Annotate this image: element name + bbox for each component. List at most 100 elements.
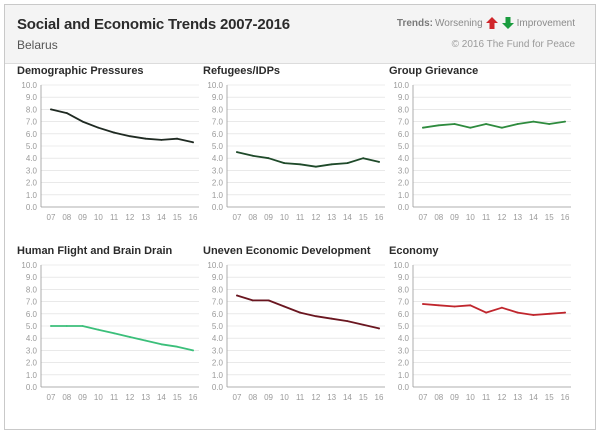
y-tick-label: 6.0 [212, 310, 224, 319]
y-tick-label: 0.0 [398, 383, 410, 392]
x-tick-label: 16 [375, 213, 384, 222]
chart-title: Human Flight and Brain Drain [17, 245, 173, 257]
data-point [453, 123, 456, 125]
down-arrow-icon [501, 17, 514, 29]
y-tick-label: 3.0 [398, 166, 410, 175]
y-tick-label: 4.0 [398, 154, 410, 163]
x-tick-label: 14 [343, 393, 352, 402]
x-tick-label: 15 [545, 393, 554, 402]
legend-improvement-label: Improvement [516, 17, 575, 29]
data-point [500, 126, 503, 129]
trend-legend: Trends: Worsening Improvement [397, 16, 575, 30]
x-tick-label: 10 [94, 213, 103, 222]
y-tick-label: 5.0 [398, 142, 410, 151]
data-point [267, 157, 270, 160]
y-tick-label: 8.0 [398, 285, 410, 294]
y-tick-label: 2.0 [398, 359, 410, 368]
x-tick-label: 09 [264, 393, 273, 402]
data-point [378, 327, 380, 330]
y-tick-label: 8.0 [26, 105, 38, 114]
x-tick-label: 11 [482, 393, 491, 402]
x-tick-label: 14 [157, 393, 166, 402]
x-tick-label: 09 [450, 213, 459, 222]
data-point [113, 131, 116, 134]
series-line [50, 108, 194, 144]
x-tick-label: 08 [62, 393, 71, 402]
x-tick-label: 09 [78, 393, 87, 402]
data-point [128, 135, 131, 138]
y-tick-label: 0.0 [212, 203, 224, 212]
y-tick-label: 6.0 [212, 130, 224, 139]
chart-panel-human-flight: Human Flight and Brain Drain 0.0 1.0 2.0 3.… [17, 245, 205, 410]
y-tick-label: 4.0 [26, 334, 38, 343]
y-tick-label: 8.0 [212, 105, 224, 114]
data-point [516, 311, 519, 314]
data-point [422, 303, 424, 305]
y-tick-label: 9.0 [212, 273, 224, 282]
y-tick-label: 7.0 [26, 118, 38, 127]
chart-panel-uneven-economic-development: Uneven Economic Development 0.0 1.0 2.0 3.0… [203, 245, 391, 410]
chart-plot: 0.0 1.0 2.0 3.0 4.0 5.0 6.0 7.0 8.0 9.0 10.0 07 08 09… [21, 261, 199, 402]
data-point [548, 123, 551, 125]
y-tick-label: 2.0 [26, 359, 38, 368]
x-tick-label: 09 [264, 213, 273, 222]
x-tick-label: 13 [513, 393, 522, 402]
data-point [422, 126, 424, 129]
x-tick-label: 10 [94, 393, 103, 402]
data-point [192, 141, 194, 144]
x-tick-label: 15 [359, 393, 368, 402]
y-tick-label: 7.0 [212, 298, 224, 307]
data-point [314, 165, 317, 168]
x-tick-label: 10 [466, 393, 475, 402]
x-tick-label: 07 [47, 393, 56, 402]
chart-title: Economy [389, 245, 439, 257]
y-tick-label: 4.0 [398, 334, 410, 343]
chart-panel-group-grievance: Group Grievance 0.0 1.0 2.0 3.0 4.0 5.0 6.0 7.0… [389, 65, 577, 230]
series-line [50, 325, 194, 352]
x-tick-label: 15 [173, 213, 182, 222]
data-point [236, 151, 238, 153]
y-tick-label: 8.0 [26, 285, 38, 294]
chart-plot: 0.0 1.0 2.0 3.0 4.0 5.0 6.0 7.0 8.0 9.0 10.0 07 08 09… [393, 261, 571, 402]
x-tick-label: 13 [141, 393, 150, 402]
y-tick-label: 7.0 [212, 118, 224, 127]
data-point [485, 311, 488, 314]
data-point [500, 306, 503, 309]
x-tick-label: 11 [296, 393, 305, 402]
x-tick-label: 12 [311, 213, 320, 222]
y-tick-label: 10.0 [393, 81, 409, 90]
data-point [548, 312, 551, 315]
chart-panel-economy: Economy 0.0 1.0 2.0 3.0 4.0 5.0 6.0 7.0 8.0 9.0 10… [389, 245, 577, 410]
data-point [362, 157, 365, 160]
y-tick-label: 2.0 [398, 179, 410, 188]
y-tick-label: 3.0 [398, 346, 410, 355]
y-tick-label: 6.0 [26, 130, 38, 139]
data-point [65, 112, 68, 114]
data-point [283, 305, 286, 308]
data-point [330, 317, 333, 320]
up-arrow-icon [485, 17, 498, 29]
data-point [267, 299, 270, 302]
data-point [144, 137, 147, 140]
y-tick-label: 1.0 [398, 371, 410, 380]
y-tick-label: 6.0 [26, 310, 38, 319]
data-point [299, 163, 302, 166]
y-tick-label: 0.0 [26, 383, 38, 392]
x-tick-label: 13 [327, 213, 336, 222]
x-tick-label: 16 [375, 393, 384, 402]
y-tick-label: 10.0 [207, 261, 223, 270]
y-tick-label: 1.0 [398, 191, 410, 200]
x-tick-label: 11 [482, 213, 491, 222]
data-point [128, 336, 131, 338]
data-point [453, 305, 456, 308]
data-point [251, 154, 254, 157]
data-point [532, 314, 535, 316]
x-tick-label: 10 [466, 213, 475, 222]
y-tick-label: 1.0 [26, 371, 38, 380]
x-tick-label: 13 [327, 393, 336, 402]
x-tick-label: 09 [450, 393, 459, 402]
data-point [330, 163, 333, 166]
y-tick-label: 1.0 [212, 191, 224, 200]
y-tick-label: 7.0 [398, 118, 410, 127]
data-point [485, 123, 488, 125]
